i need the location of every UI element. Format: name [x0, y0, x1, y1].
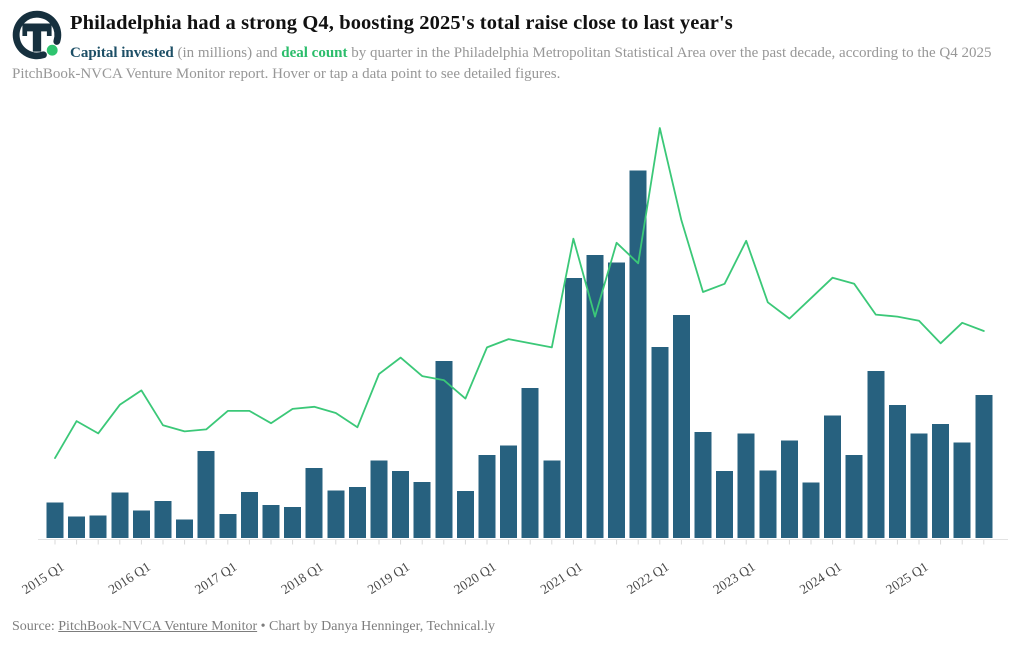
chart-subtitle: Capital invested (in millions) and deal …	[12, 43, 998, 86]
source-prefix: Source:	[12, 619, 59, 634]
bar-2018-q1[interactable]	[305, 468, 323, 538]
bar-2021-q1[interactable]	[564, 278, 582, 538]
bar-2024-q3[interactable]	[867, 371, 885, 538]
bar-2020-q3[interactable]	[521, 388, 539, 538]
bar-2015-q2[interactable]	[68, 516, 86, 539]
bar-2017-q1[interactable]	[219, 514, 237, 538]
logo-t-glyph	[22, 23, 52, 52]
bar-2024-q2[interactable]	[845, 454, 863, 538]
bar-2022-q2[interactable]	[672, 314, 690, 538]
x-axis-label-2017-q1: 2017 Q1	[192, 559, 239, 597]
bar-2019-q1[interactable]	[392, 471, 410, 538]
technically-logo	[12, 10, 62, 60]
bar-2019-q2[interactable]	[413, 481, 431, 538]
credit-text: • Chart by Danya Henninger, Technical.ly	[257, 619, 496, 634]
bar-2020-q1[interactable]	[478, 454, 496, 538]
x-axis-label-2018-q1: 2018 Q1	[278, 559, 325, 597]
bar-2023-q4[interactable]	[802, 482, 820, 538]
bar-2022-q4[interactable]	[716, 471, 734, 538]
source-line: Source: PitchBook-NVCA Venture Monitor •…	[12, 619, 495, 635]
bar-2025-q2[interactable]	[932, 424, 950, 538]
bar-2024-q1[interactable]	[824, 415, 842, 538]
bar-2016-q1[interactable]	[132, 510, 150, 538]
bar-2023-q2[interactable]	[759, 470, 777, 538]
logo-ring	[12, 10, 62, 60]
chart-header: Philadelphia had a strong Q4, boosting 2…	[0, 0, 1008, 85]
chart-title: Philadelphia had a strong Q4, boosting 2…	[70, 12, 733, 34]
bar-2017-q2[interactable]	[240, 491, 258, 538]
bar-2016-q2[interactable]	[154, 501, 172, 538]
x-axis-label-2019-q1: 2019 Q1	[365, 559, 412, 597]
x-axis-label-2025-q1: 2025 Q1	[883, 559, 930, 597]
x-axis-label-2024-q1: 2024 Q1	[797, 559, 844, 597]
bar-2022-q3[interactable]	[694, 431, 712, 538]
bar-2024-q4[interactable]	[888, 404, 906, 538]
bar-2018-q3[interactable]	[348, 487, 366, 538]
logo-green-dot	[46, 44, 58, 56]
bar-2025-q3[interactable]	[953, 442, 971, 538]
bar-2017-q4[interactable]	[284, 507, 302, 538]
source-link[interactable]: PitchBook-NVCA Venture Monitor	[58, 619, 258, 634]
bar-2021-q2[interactable]	[586, 254, 604, 538]
bar-2016-q3[interactable]	[176, 519, 194, 539]
bar-2023-q1[interactable]	[737, 433, 755, 538]
subtitle-text-1: (in millions) and	[173, 44, 282, 61]
bar-2018-q4[interactable]	[370, 460, 388, 538]
bar-2019-q3[interactable]	[435, 361, 453, 538]
bar-2019-q4[interactable]	[456, 491, 474, 538]
x-axis-label-2020-q1: 2020 Q1	[451, 559, 498, 597]
bar-2017-q3[interactable]	[262, 504, 280, 538]
bar-2025-q1[interactable]	[910, 433, 928, 538]
bar-2023-q3[interactable]	[780, 440, 798, 538]
x-axis-label-2016-q1: 2016 Q1	[106, 559, 153, 597]
bar-2022-q1[interactable]	[651, 347, 669, 538]
bar-2015-q1[interactable]	[46, 502, 64, 538]
deal-count-series-label: deal count	[281, 44, 348, 61]
bar-2020-q2[interactable]	[500, 445, 518, 538]
x-axis-label-2022-q1: 2022 Q1	[624, 559, 671, 597]
bar-2021-q3[interactable]	[608, 262, 626, 538]
x-axis-label-2021-q1: 2021 Q1	[538, 559, 585, 597]
bar-2015-q3[interactable]	[89, 515, 107, 538]
capital-invested-series-label: Capital invested	[70, 44, 174, 61]
bar-2021-q4[interactable]	[629, 170, 647, 539]
bar-2020-q4[interactable]	[543, 460, 561, 538]
deal-count-line[interactable]	[54, 127, 985, 460]
bar-2018-q2[interactable]	[327, 490, 345, 538]
bar-2025-q4[interactable]	[975, 394, 993, 538]
bar-2016-q4[interactable]	[197, 451, 215, 538]
x-axis-label-2015-q1: 2015 Q1	[19, 559, 66, 597]
x-axis-label-2023-q1: 2023 Q1	[710, 559, 757, 597]
subtitle-text-2: by quarter in the Philadelphia Metropoli…	[12, 44, 992, 82]
bar-2015-q4[interactable]	[111, 492, 129, 538]
